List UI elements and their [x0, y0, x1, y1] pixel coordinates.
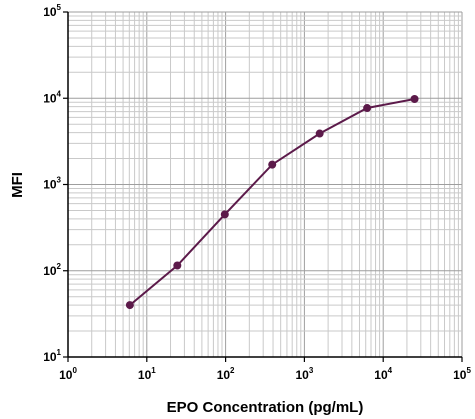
data-point	[268, 160, 277, 169]
data-point	[363, 104, 372, 113]
x-tick-label: 100	[59, 366, 77, 382]
series-line	[129, 98, 415, 306]
series-group	[125, 95, 419, 310]
y-tick-label: 103	[43, 176, 61, 192]
data-point	[220, 210, 229, 219]
x-tick-label: 105	[453, 366, 471, 382]
data-point	[410, 95, 419, 104]
data-point	[173, 261, 182, 270]
x-tick-label: 102	[217, 366, 235, 382]
y-tick-label: 102	[43, 262, 61, 278]
y-tick-label: 105	[43, 3, 61, 19]
grid	[67, 11, 463, 358]
x-tick-label: 103	[295, 366, 313, 382]
y-tick-label: 104	[43, 89, 61, 105]
x-tick-label: 101	[138, 366, 156, 382]
data-point	[125, 301, 134, 310]
data-point	[315, 129, 324, 138]
y-axis-title: MFI	[9, 172, 26, 198]
y-tick-label: 101	[43, 348, 61, 364]
x-tick-labels: 100 101 102 103 104 105	[59, 357, 471, 382]
x-tick-label: 104	[374, 366, 392, 382]
x-axis-title: EPO Concentration (pg/mL)	[167, 399, 364, 416]
y-tick-labels: 101 102 103 104 105	[43, 3, 68, 364]
